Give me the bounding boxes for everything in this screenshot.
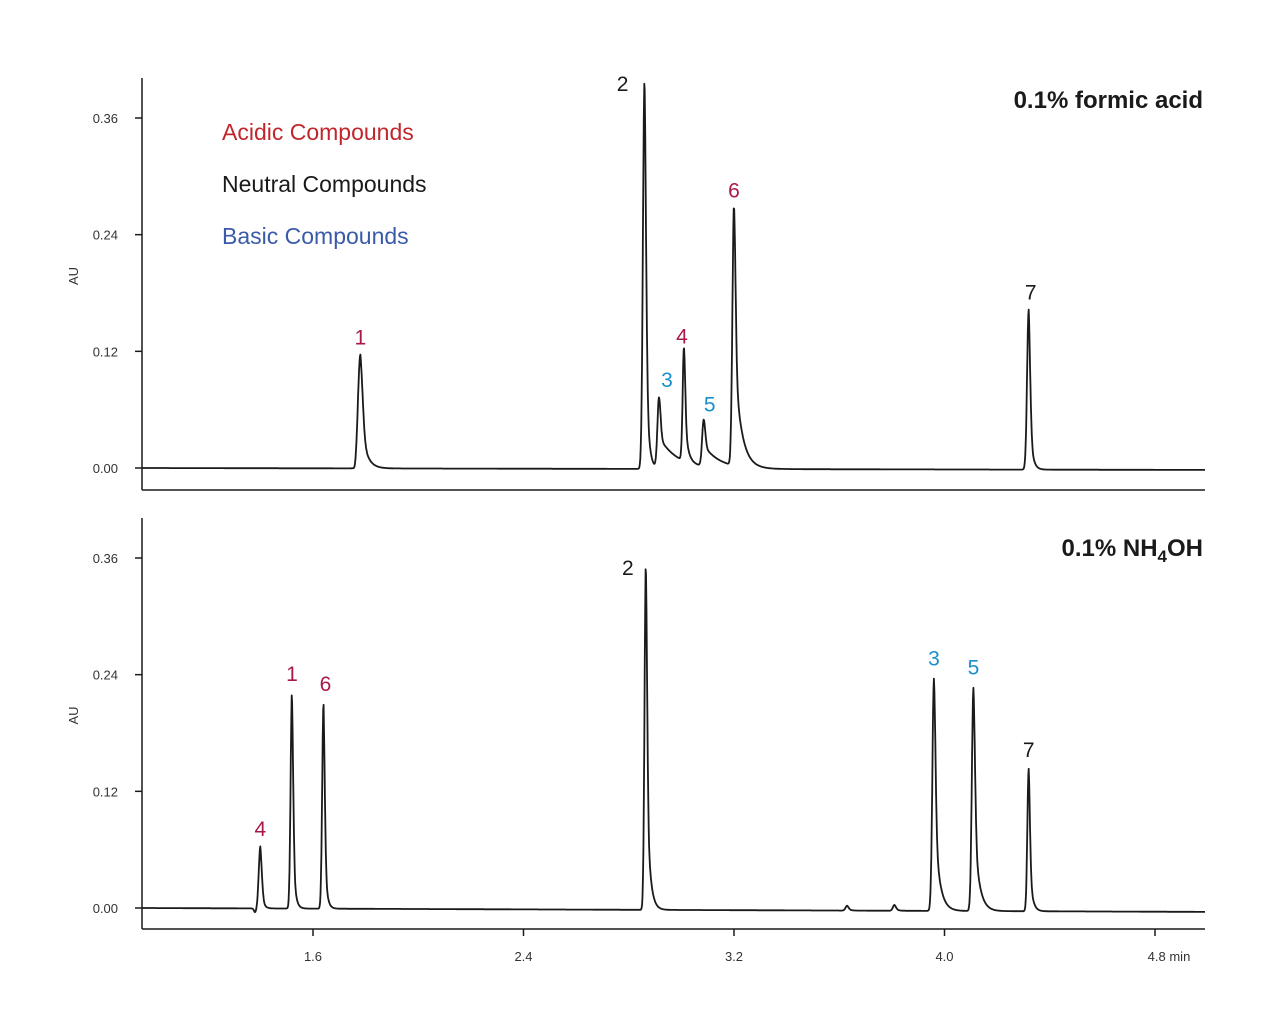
chromatogram-trace: [141, 82, 1206, 471]
peak-label-1: 1: [286, 663, 298, 686]
peak-label-7: 7: [1025, 282, 1037, 305]
x-tick-label: 3.2: [725, 949, 743, 964]
y-axis-title: AU: [66, 706, 81, 724]
chromatogram-trace: [141, 568, 1206, 913]
peak-label-5: 5: [704, 393, 716, 416]
y-tick-label: 0.12: [93, 784, 118, 799]
y-tick-label: 0.00: [93, 461, 118, 476]
peak-label-1: 1: [355, 326, 367, 349]
x-tick-label: 1.6: [304, 949, 322, 964]
x-tick-label: 2.4: [514, 949, 532, 964]
y-tick-label: 0.00: [93, 901, 118, 916]
y-tick-label: 0.12: [93, 344, 118, 359]
panel-formic-acid: 0.00 0.12 0.24 0.36 AU 1 2 34 5 6 7: [66, 73, 1206, 491]
peak-label-4: 4: [255, 818, 267, 841]
x-tick-label: 4.8 min: [1148, 949, 1191, 964]
panel-bottom-title: 0.1% NH4OH: [1061, 535, 1203, 566]
peak-label-3: 3: [928, 648, 940, 671]
peak-label-6: 6: [728, 179, 740, 202]
peak-label-5: 5: [968, 656, 980, 679]
peak-label-7: 7: [1023, 739, 1035, 762]
peak-label-6: 6: [320, 673, 332, 696]
legend-acidic: Acidic Compounds: [222, 119, 414, 145]
peak-label-2: 2: [622, 557, 634, 580]
y-tick-label: 0.24: [93, 668, 118, 683]
y-tick-label: 0.36: [93, 111, 118, 126]
y-axis-title: AU: [66, 267, 81, 285]
y-tick-label: 0.24: [93, 228, 118, 243]
peak-label-3: 3: [661, 369, 673, 392]
peak-label-2: 2: [617, 73, 629, 96]
panel-top-title: 0.1% formic acid: [1014, 87, 1203, 114]
panel-nh4oh: 0.00 0.12 0.24 0.36 AU 1.6 2.4 3.2 4.0 4.8 min 4 1 6…: [66, 518, 1206, 964]
legend-neutral: Neutral Compounds: [222, 171, 427, 197]
peak-label-4: 4: [676, 325, 688, 348]
x-tick-label: 4.0: [935, 949, 953, 964]
legend: Acidic Compounds Neutral Compounds Basic…: [222, 119, 427, 249]
legend-basic: Basic Compounds: [222, 223, 409, 249]
y-tick-label: 0.36: [93, 551, 118, 566]
